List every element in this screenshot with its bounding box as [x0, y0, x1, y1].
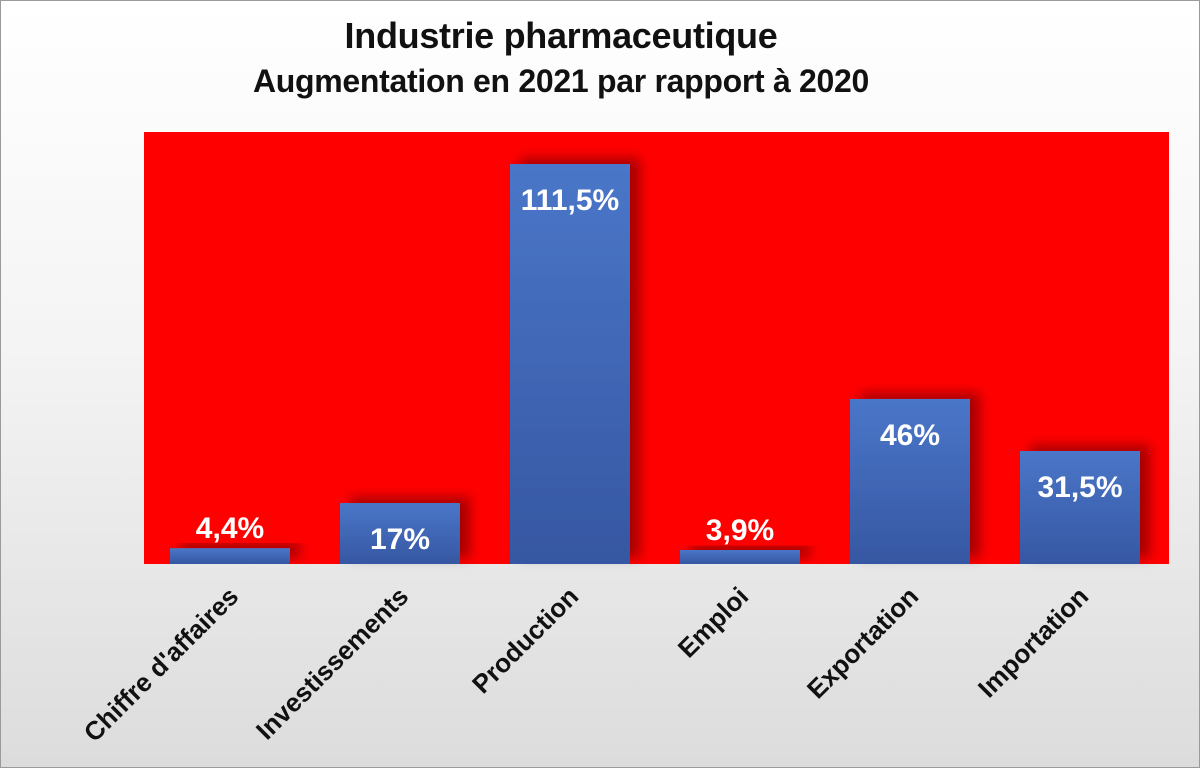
data-label-3: 3,9%: [706, 514, 774, 547]
bar-4: [850, 398, 970, 564]
data-label-0: 4,4%: [196, 512, 264, 545]
data-label-2: 111,5%: [521, 184, 619, 217]
bar-0: [170, 548, 290, 564]
data-label-1: 17%: [370, 523, 430, 556]
bar-1: [340, 503, 460, 564]
category-label-1: Investissements: [250, 581, 414, 745]
category-label-2: Production: [466, 581, 584, 699]
category-label-4: Exportation: [801, 581, 924, 704]
plot-area: [144, 132, 1169, 564]
category-label-5: Importation: [972, 581, 1094, 703]
chart-title: Industrie pharmaceutique: [344, 15, 778, 56]
data-label-4: 46%: [880, 419, 940, 452]
category-label-0: Chiffre d'affaires: [78, 581, 245, 748]
bar-3: [680, 550, 800, 564]
data-label-5: 31,5%: [1037, 471, 1122, 504]
chart-subtitle: Augmentation en 2021 par rapport à 2020: [252, 63, 870, 99]
category-label-3: Emploi: [672, 581, 754, 663]
bar-5: [1020, 450, 1140, 564]
bar-2: [510, 164, 630, 564]
